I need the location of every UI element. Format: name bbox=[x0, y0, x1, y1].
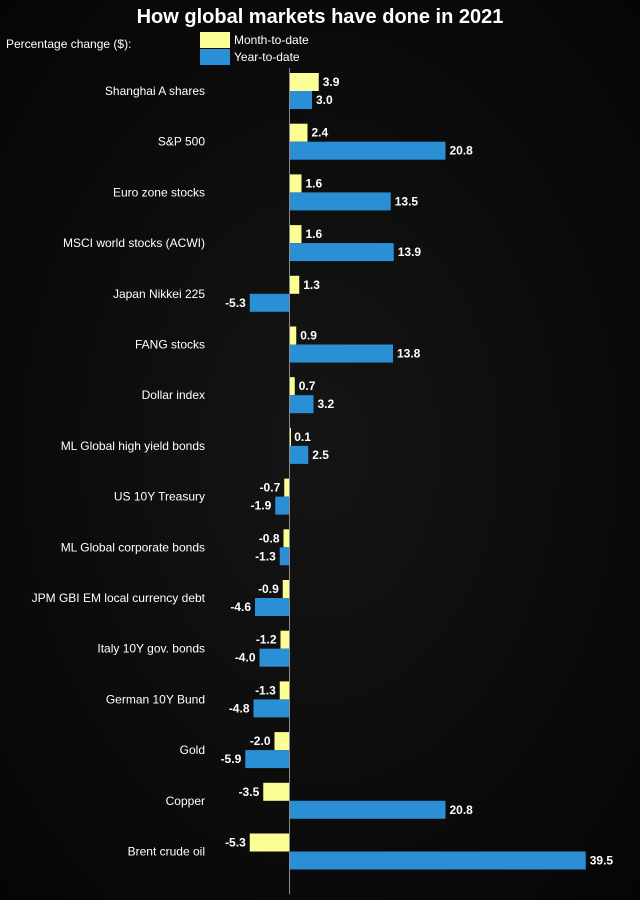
data-label-month-to-date-jpm-gbi-em-local-currency-debt: -0.9 bbox=[258, 582, 279, 596]
bar-month-to-date-ml-global-corporate-bonds bbox=[283, 529, 290, 548]
data-label-month-to-date-ml-global-high-yield-bonds: 0.1 bbox=[294, 430, 311, 444]
bar-month-to-date-japan-nikkei-225 bbox=[289, 275, 300, 294]
data-label-month-to-date-shanghai-a-shares: 3.9 bbox=[323, 75, 340, 89]
category-label-italy-10y-gov-bonds: Italy 10Y gov. bonds bbox=[97, 642, 205, 656]
category-label-ml-global-high-yield-bonds: ML Global high yield bonds bbox=[61, 439, 205, 453]
bar-year-to-date-fang-stocks bbox=[289, 344, 393, 363]
category-label-dollar-index: Dollar index bbox=[142, 388, 205, 402]
data-label-month-to-date-fang-stocks: 0.9 bbox=[300, 329, 317, 343]
legend-units-caption: Percentage change ($): bbox=[6, 37, 132, 51]
data-label-year-to-date-jpm-gbi-em-local-currency-debt: -4.6 bbox=[230, 600, 251, 614]
bar-month-to-date-shanghai-a-shares bbox=[289, 73, 319, 91]
data-label-year-to-date-brent-crude-oil: 39.5 bbox=[590, 854, 614, 868]
bar-year-to-date-japan-nikkei-225 bbox=[249, 293, 290, 312]
bar-year-to-date-s-p-500 bbox=[289, 141, 446, 160]
bar-year-to-date-german-10y-bund bbox=[253, 699, 290, 718]
bar-year-to-date-shanghai-a-shares bbox=[289, 91, 312, 109]
bar-month-to-date-jpm-gbi-em-local-currency-debt bbox=[282, 580, 290, 598]
data-label-month-to-date-japan-nikkei-225: 1.3 bbox=[303, 278, 320, 292]
data-label-year-to-date-msci-world-stocks-acwi: 13.9 bbox=[398, 245, 422, 259]
bar-month-to-date-german-10y-bund bbox=[279, 681, 290, 700]
data-label-month-to-date-ml-global-corporate-bonds: -0.8 bbox=[259, 531, 280, 545]
data-label-year-to-date-euro-zone-stocks: 13.5 bbox=[395, 194, 419, 208]
data-label-year-to-date-italy-10y-gov-bonds: -4.0 bbox=[235, 651, 256, 665]
bar-month-to-date-gold bbox=[274, 732, 290, 751]
data-label-month-to-date-dollar-index: 0.7 bbox=[299, 379, 316, 393]
data-label-month-to-date-italy-10y-gov-bonds: -1.2 bbox=[256, 633, 277, 647]
category-label-msci-world-stocks-acwi: MSCI world stocks (ACWI) bbox=[63, 236, 205, 250]
category-label-gold: Gold bbox=[180, 743, 205, 757]
category-label-euro-zone-stocks: Euro zone stocks bbox=[113, 185, 205, 199]
bar-year-to-date-brent-crude-oil bbox=[289, 851, 586, 870]
bar-year-to-date-copper bbox=[289, 800, 446, 819]
bar-year-to-date-gold bbox=[245, 750, 290, 769]
bar-month-to-date-fang-stocks bbox=[289, 326, 297, 345]
bar-year-to-date-euro-zone-stocks bbox=[289, 192, 391, 211]
category-label-fang-stocks: FANG stocks bbox=[135, 338, 205, 352]
data-label-month-to-date-copper: -3.5 bbox=[239, 785, 260, 799]
bar-year-to-date-dollar-index bbox=[289, 395, 314, 414]
category-label-german-10y-bund: German 10Y Bund bbox=[106, 692, 205, 706]
legend-label-month-to-date: Month-to-date bbox=[234, 33, 309, 47]
data-label-month-to-date-gold: -2.0 bbox=[250, 734, 271, 748]
legend-swatch-year-to-date bbox=[200, 49, 230, 65]
bar-month-to-date-ml-global-high-yield-bonds bbox=[289, 427, 291, 446]
bar-year-to-date-italy-10y-gov-bonds bbox=[259, 648, 290, 667]
data-label-month-to-date-brent-crude-oil: -5.3 bbox=[225, 836, 246, 850]
bar-year-to-date-ml-global-corporate-bonds bbox=[279, 547, 290, 566]
data-label-year-to-date-copper: 20.8 bbox=[450, 803, 474, 817]
data-label-month-to-date-euro-zone-stocks: 1.6 bbox=[306, 176, 323, 190]
legend-item-year-to-date: Year-to-date bbox=[200, 49, 300, 65]
data-label-year-to-date-s-p-500: 20.8 bbox=[450, 144, 474, 158]
bar-year-to-date-jpm-gbi-em-local-currency-debt bbox=[255, 598, 290, 616]
data-label-year-to-date-ml-global-corporate-bonds: -1.3 bbox=[255, 549, 276, 563]
bar-month-to-date-copper bbox=[263, 782, 290, 801]
data-label-year-to-date-us-10y-treasury: -1.9 bbox=[251, 499, 272, 513]
data-label-year-to-date-shanghai-a-shares: 3.0 bbox=[316, 93, 333, 107]
bar-month-to-date-dollar-index bbox=[289, 377, 295, 396]
data-label-year-to-date-german-10y-bund: -4.8 bbox=[229, 701, 250, 715]
data-label-year-to-date-ml-global-high-yield-bonds: 2.5 bbox=[312, 448, 329, 462]
data-label-year-to-date-japan-nikkei-225: -5.3 bbox=[225, 296, 246, 310]
bar-year-to-date-ml-global-high-yield-bonds bbox=[289, 445, 309, 464]
data-label-year-to-date-gold: -5.9 bbox=[221, 752, 242, 766]
category-label-ml-global-corporate-bonds: ML Global corporate bonds bbox=[61, 540, 205, 554]
bar-month-to-date-us-10y-treasury bbox=[284, 478, 290, 497]
category-label-us-10y-treasury: US 10Y Treasury bbox=[114, 490, 205, 504]
data-label-year-to-date-fang-stocks: 13.8 bbox=[397, 347, 421, 361]
data-label-year-to-date-dollar-index: 3.2 bbox=[318, 397, 335, 411]
data-label-month-to-date-msci-world-stocks-acwi: 1.6 bbox=[306, 227, 323, 241]
data-label-month-to-date-german-10y-bund: -1.3 bbox=[255, 683, 276, 697]
category-label-brent-crude-oil: Brent crude oil bbox=[128, 845, 205, 859]
category-label-jpm-gbi-em-local-currency-debt: JPM GBI EM local currency debt bbox=[32, 591, 206, 605]
bar-year-to-date-us-10y-treasury bbox=[275, 496, 290, 515]
legend-swatch-month-to-date bbox=[200, 32, 230, 48]
category-label-japan-nikkei-225: Japan Nikkei 225 bbox=[113, 287, 205, 301]
chart-title: How global markets have done in 2021 bbox=[136, 6, 504, 28]
data-label-month-to-date-s-p-500: 2.4 bbox=[312, 126, 329, 140]
bar-month-to-date-italy-10y-gov-bonds bbox=[280, 630, 290, 649]
bar-month-to-date-brent-crude-oil bbox=[249, 833, 290, 852]
category-label-s-p-500: S&P 500 bbox=[158, 135, 205, 149]
bar-month-to-date-euro-zone-stocks bbox=[289, 174, 302, 193]
category-label-copper: Copper bbox=[166, 794, 205, 808]
legend-item-month-to-date: Month-to-date bbox=[200, 32, 309, 48]
bar-month-to-date-s-p-500 bbox=[289, 123, 308, 142]
category-label-shanghai-a-shares: Shanghai A shares bbox=[105, 84, 205, 98]
bar-month-to-date-msci-world-stocks-acwi bbox=[289, 225, 302, 244]
bar-year-to-date-msci-world-stocks-acwi bbox=[289, 243, 394, 262]
data-label-month-to-date-us-10y-treasury: -0.7 bbox=[260, 481, 281, 495]
legend-label-year-to-date: Year-to-date bbox=[234, 50, 300, 64]
